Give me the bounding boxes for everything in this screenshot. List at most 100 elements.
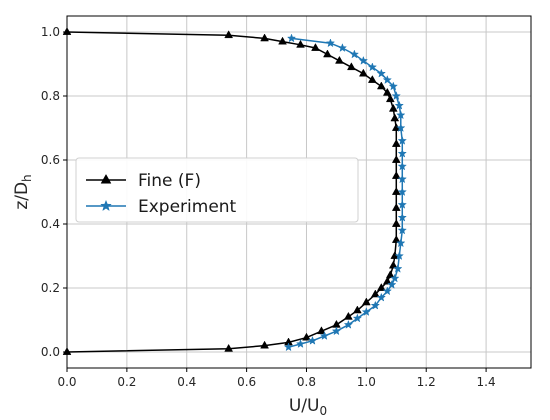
experiment-point	[376, 292, 386, 302]
fine-point	[323, 49, 332, 58]
experiment-point	[286, 33, 297, 43]
fine-point	[390, 113, 400, 122]
fine-point	[385, 270, 395, 279]
legend-label: Experiment	[138, 197, 237, 217]
y-axis-label: z/Dh	[12, 174, 34, 209]
series-experiment	[283, 33, 407, 352]
y-tick-label: 0.2	[41, 281, 60, 295]
fine-point	[376, 283, 386, 291]
experiment-point	[367, 62, 378, 72]
legend-entry: Fine (F)	[86, 171, 201, 191]
fine-point	[346, 62, 356, 71]
fine-point	[391, 187, 401, 195]
experiment-point	[319, 331, 330, 340]
experiment-point	[397, 148, 407, 158]
experiment-point	[397, 135, 407, 145]
experiment-point	[376, 68, 386, 78]
y-tick-label: 0.6	[41, 153, 60, 167]
fine-point	[224, 343, 234, 352]
fine-point	[385, 94, 395, 103]
fine-point	[388, 260, 398, 269]
experiment-point	[393, 263, 403, 273]
experiment-point	[337, 43, 348, 52]
x-tick-label: 1.2	[417, 375, 436, 389]
fine-point	[361, 297, 371, 306]
experiment-point	[394, 251, 404, 260]
experiment-point	[352, 313, 363, 323]
experiment-point	[295, 339, 306, 348]
fine-point	[391, 171, 401, 179]
experiment-point	[370, 300, 381, 310]
fine-point	[260, 340, 269, 349]
fine-point	[302, 332, 311, 341]
legend-marker	[100, 173, 112, 184]
fine-point	[335, 55, 344, 64]
fine-point	[376, 81, 386, 90]
legend: Fine (F) Experiment	[75, 157, 359, 223]
experiment-point	[397, 199, 407, 209]
experiment-point	[394, 100, 404, 110]
fine-point	[260, 33, 269, 42]
fine-point	[382, 87, 392, 96]
fine-point	[382, 276, 392, 285]
fine-point	[296, 39, 305, 48]
experiment-point	[382, 286, 392, 296]
x-tick-label: 0.2	[117, 375, 136, 389]
legend-marker	[100, 199, 112, 212]
fine-point	[367, 75, 377, 83]
x-tick-label: 0.0	[57, 375, 76, 389]
experiment-point	[397, 187, 407, 196]
legend-label: Fine (F)	[138, 171, 201, 191]
series-fine	[62, 27, 401, 355]
experiment-point	[361, 307, 372, 316]
y-tick-label: 0.8	[41, 89, 60, 103]
experiment-point	[325, 38, 336, 48]
experiment-point	[397, 161, 407, 171]
fine-point	[352, 305, 362, 314]
experiment-point	[307, 335, 318, 345]
fine-point	[344, 311, 353, 320]
y-tick-label: 0.4	[41, 217, 60, 231]
y-tick-label: 0.0	[41, 345, 60, 359]
experiment-point	[388, 81, 398, 91]
fine-point	[358, 68, 368, 77]
fine-point	[391, 203, 401, 211]
fine-point	[311, 43, 320, 51]
experiment-point	[396, 110, 406, 120]
experiment-point	[358, 55, 369, 65]
series-layer	[62, 27, 407, 355]
fine-point	[391, 219, 401, 227]
y-tick-label: 1.0	[41, 25, 60, 39]
experiment-point	[331, 326, 342, 336]
fine-point	[391, 155, 401, 163]
experiment-point	[349, 49, 360, 59]
experiment-point	[283, 342, 294, 352]
legend-box	[75, 157, 359, 223]
legend-entry: Experiment	[86, 197, 237, 217]
experiment-point	[382, 75, 392, 84]
fine-point	[391, 235, 401, 243]
fine-point	[391, 139, 401, 147]
legend-entries: Fine (F) Experiment	[86, 171, 237, 217]
ticks: 0.0 0.2 0.4 0.6 0.8 1.0 1.2 1.4 0.0 0.2 0.4 0.6 0.8 1…	[41, 25, 496, 389]
experiment-point	[343, 319, 354, 329]
plot-frame	[66, 15, 532, 369]
experiment-point	[390, 273, 400, 283]
series-line	[66, 31, 398, 353]
fine-point	[370, 289, 380, 298]
experiment-point	[397, 225, 407, 235]
fine-point	[317, 326, 326, 335]
fine-point	[388, 103, 398, 112]
experiment-point	[391, 91, 401, 100]
x-axis-label: U/U0	[289, 396, 327, 418]
x-tick-label: 0.6	[237, 375, 256, 389]
experiment-point	[397, 212, 407, 222]
fine-point	[278, 36, 287, 45]
experiment-point	[396, 238, 406, 248]
x-tick-label: 1.4	[477, 375, 496, 389]
fine-point	[224, 30, 234, 39]
x-tick-label: 1.0	[357, 375, 376, 389]
x-tick-label: 0.4	[177, 375, 196, 389]
x-tick-label: 0.8	[297, 375, 316, 389]
